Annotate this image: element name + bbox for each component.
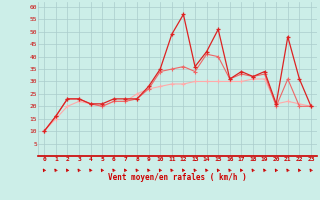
X-axis label: Vent moyen/en rafales ( km/h ): Vent moyen/en rafales ( km/h ) [108,174,247,182]
